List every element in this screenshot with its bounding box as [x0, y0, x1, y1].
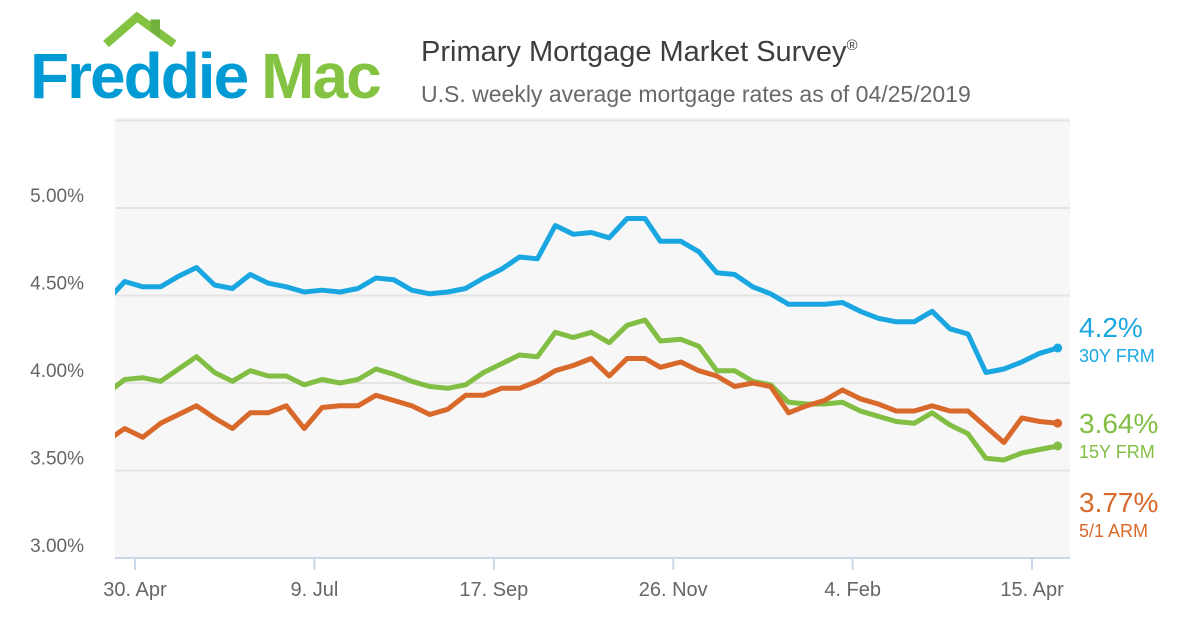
y-axis-label: 3.00%	[30, 536, 84, 557]
roof-line	[103, 12, 177, 48]
plot-background	[115, 118, 1070, 558]
registered-mark: ®	[846, 37, 858, 54]
logo-roof-icon	[103, 12, 177, 48]
page-subtitle: U.S. weekly average mortgage rates as of…	[421, 81, 971, 107]
logo-word-freddie: Freddie	[30, 40, 249, 112]
x-axis-label: 4. Feb	[824, 579, 881, 601]
roof-chimney	[150, 19, 160, 38]
y-axis-label: 3.50%	[30, 449, 84, 470]
page-title: Primary Mortgage Market Survey®	[421, 27, 971, 71]
freddiemac-logo: Freddie Mac	[30, 0, 430, 110]
series-name-15y-frm: 15Y FRM	[1079, 442, 1155, 462]
y-axis-label: 4.50%	[30, 274, 84, 295]
x-axis-label: 26. Nov	[639, 579, 708, 601]
y-axis-label: 4.00%	[30, 361, 84, 382]
series-name-5-1-arm: 5/1 ARM	[1079, 521, 1149, 541]
series-value-30y-frm: 4.2%	[1079, 312, 1143, 343]
x-axis-label: 9. Jul	[291, 579, 339, 601]
x-axis-label: 15. Apr	[1000, 579, 1064, 601]
series-value-15y-frm: 3.64%	[1079, 408, 1159, 439]
series-endpoint-5-1-arm	[1053, 418, 1063, 428]
series-value-5-1-arm: 3.77%	[1079, 487, 1159, 518]
series-label-15y-frm: 3.64% 15Y FRM	[1079, 408, 1159, 463]
chart-header: Primary Mortgage Market Survey® U.S. wee…	[421, 27, 971, 108]
series-endpoint-15y-frm	[1053, 441, 1063, 451]
logo-text: Freddie Mac	[30, 44, 382, 108]
series-line-15y-frm	[115, 317, 1061, 463]
series-line-30y-frm	[115, 216, 1061, 375]
x-axis-label: 30. Apr	[103, 579, 167, 601]
y-axis-label: 5.00%	[30, 186, 84, 207]
series-label-5-1-arm: 3.77% 5/1 ARM	[1079, 487, 1159, 542]
title-text: Primary Mortgage Market Survey	[421, 36, 847, 68]
series-label-30y-frm: 4.2% 30Y FRM	[1079, 312, 1155, 367]
x-axis-label: 17. Sep	[459, 579, 528, 601]
series-endpoint-30y-frm	[1053, 343, 1063, 353]
series-line-5-1-arm	[115, 356, 1061, 445]
series-name-30y-frm: 30Y FRM	[1079, 346, 1155, 366]
logo-word-mac: Mac	[261, 40, 381, 112]
